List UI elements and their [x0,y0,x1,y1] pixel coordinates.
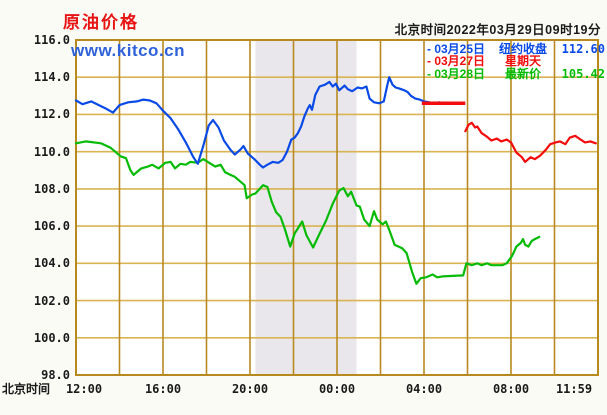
x-axis-label: 00:00 [318,382,356,396]
y-axis-label: 98.0 [41,368,70,382]
y-axis-label: 114.0 [33,70,70,85]
legend-label-latest: 最新价 [505,66,542,81]
legend-value-ny-close: 112.60 [561,42,605,56]
x-axis-prefix: 北京时间 [2,382,51,396]
legend-row-mar28: - 03月28日 最新价 105.42 [427,66,605,81]
y-axis-label: 104.0 [33,256,70,271]
legend-row-mar27: - 03月27日 星期天 [427,54,605,69]
y-axis-label: 112.0 [33,107,70,122]
x-axis-label: 16:00 [144,382,182,396]
legend-row-mar25: - 03月25日 纽约收盘 112.60 [427,42,605,56]
legend-label-sunday: 星期天 [505,54,542,69]
legend: - 03月25日 纽约收盘 112.60 - 03月27日 星期天 - 03月2… [427,42,605,81]
legend-date-mar27: - 03月27日 [427,54,486,69]
series-mar28-green [74,140,541,285]
x-axis-label: 12:00 [65,382,103,396]
x-axis-label: 20:00 [231,382,269,396]
legend-date-mar25: - 03月25日 [427,42,486,56]
series-mar25-blue [74,76,445,169]
legend-label-ny-close: 纽约收盘 [499,42,548,56]
series-mar27-red [464,121,597,163]
legend-date-mar28: - 03月28日 [427,66,486,81]
page-title: 原油价格 [63,13,139,32]
y-axis-label: 116.0 [33,33,70,47]
x-axis-label: 08:00 [492,382,530,396]
kitco-watermark-link[interactable]: www.kitco.cn [71,41,186,60]
y-axis-label: 100.0 [33,330,70,345]
plot-border [75,39,599,376]
beijing-timestamp: 北京时间2022年03月29日09时19分 [394,23,601,37]
legend-value-latest: 105.42 [561,66,605,81]
y-axis-label: 102.0 [33,293,70,308]
y-axis-label: 106.0 [33,219,70,234]
y-axis-label: 108.0 [33,181,70,196]
x-axis-label: 04:00 [405,382,443,396]
y-axis-label: 110.0 [33,144,70,159]
session-shaded-band [255,40,357,375]
x-axis-label: 11:59 [555,382,593,396]
